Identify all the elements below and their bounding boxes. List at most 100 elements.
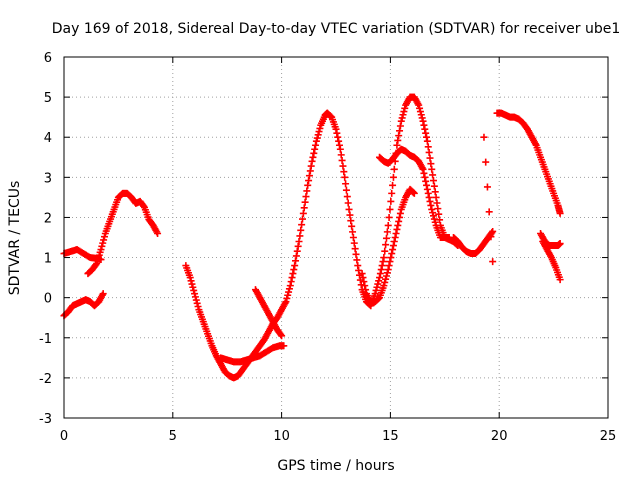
data-point [424, 189, 432, 197]
data-point [399, 111, 407, 119]
data-point [333, 129, 341, 137]
data-point [305, 172, 313, 180]
data-point [380, 282, 388, 290]
data-point [389, 181, 397, 189]
data-point [361, 282, 369, 290]
data-point [434, 205, 442, 213]
data-point [430, 182, 438, 190]
data-point [433, 199, 441, 207]
data-point [99, 239, 107, 247]
data-point [188, 280, 196, 288]
data-point [282, 298, 290, 306]
y-tick-label: -3 [39, 412, 52, 427]
data-point [423, 133, 431, 141]
data-point [100, 233, 108, 241]
data-point [295, 238, 303, 246]
data-point [316, 124, 324, 132]
data-point [425, 148, 433, 156]
data-point [194, 302, 202, 310]
data-point [382, 272, 390, 280]
data-point [392, 229, 400, 237]
data-point [386, 205, 394, 213]
data-point [395, 132, 403, 140]
data-point [291, 262, 299, 270]
data-point [394, 136, 402, 144]
data-point [378, 262, 386, 270]
data-point [396, 122, 404, 130]
data-point [416, 104, 424, 112]
data-point [313, 134, 321, 142]
data-point [286, 282, 294, 290]
data-point [307, 162, 315, 170]
data-point [429, 171, 437, 179]
data-point [389, 173, 397, 181]
data-point [380, 254, 388, 262]
data-point [292, 252, 300, 260]
data-point [350, 239, 358, 247]
data-point [312, 141, 320, 149]
data-point [483, 183, 491, 191]
data-point [360, 278, 368, 286]
data-point [385, 262, 393, 270]
data-point [285, 285, 293, 293]
data-point [423, 137, 431, 145]
data-point [384, 266, 392, 274]
data-point [287, 278, 295, 286]
data-point [337, 151, 345, 159]
y-tick-label: 0 [44, 292, 52, 307]
data-point [429, 177, 437, 185]
y-tick-label: 4 [44, 131, 52, 146]
data-point [358, 270, 366, 278]
data-point [485, 208, 493, 216]
tick-labels: 0 5 10 15 20 25 -3 -2 -1 0 1 2 3 4 5 6 [39, 51, 616, 444]
data-point [359, 274, 367, 282]
data-point [426, 197, 434, 205]
data-point [192, 296, 200, 304]
data-point [189, 283, 197, 291]
data-point [376, 270, 384, 278]
data-point [382, 275, 390, 283]
data-point [373, 283, 381, 291]
data-point [487, 233, 495, 241]
data-point [349, 228, 357, 236]
data-point [388, 250, 396, 258]
data-point [488, 229, 496, 237]
data-point [98, 242, 106, 250]
data-point [396, 127, 404, 135]
data-point [342, 186, 350, 194]
x-tick-label: 10 [273, 429, 290, 444]
data-point [343, 193, 351, 201]
data-point [422, 177, 430, 185]
data-point [340, 168, 348, 176]
data-point [292, 257, 300, 265]
data-point [283, 294, 291, 302]
data-point [425, 193, 433, 201]
data-point [381, 278, 389, 286]
data-point [347, 217, 355, 225]
data-point [423, 185, 431, 193]
data-point [280, 342, 288, 350]
data-point [339, 162, 347, 170]
data-point [353, 256, 361, 264]
data-point [299, 209, 307, 217]
data-point [409, 189, 417, 197]
data-point [303, 187, 311, 195]
data-point [430, 215, 438, 223]
data-point [92, 261, 100, 269]
data-point [427, 201, 435, 209]
data-point [379, 258, 387, 266]
data-point [100, 236, 108, 244]
data-point [489, 258, 497, 266]
data-point [336, 145, 344, 153]
x-tick-label: 25 [600, 429, 617, 444]
data-point [385, 213, 393, 221]
data-point [341, 173, 349, 181]
data-point [193, 299, 201, 307]
data-point [381, 247, 389, 255]
y-tick-label: 3 [44, 171, 52, 186]
data-point [285, 288, 293, 296]
data-point [383, 269, 391, 277]
data-point [309, 153, 317, 161]
data-point [388, 189, 396, 197]
